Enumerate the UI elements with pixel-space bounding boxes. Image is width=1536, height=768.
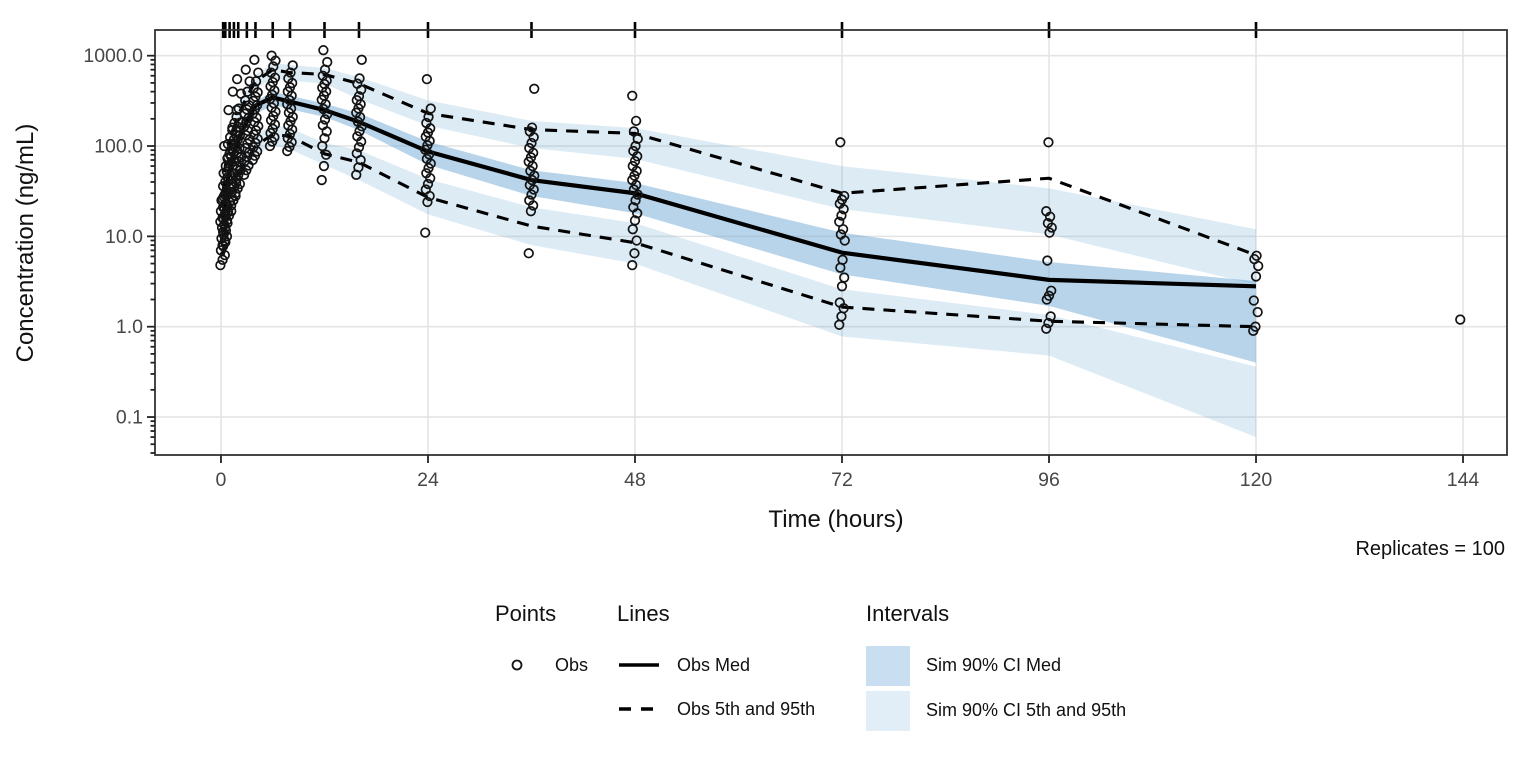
legend-item-obs-med: Obs Med [617,643,815,687]
legend-item-obs: Obs [495,643,588,687]
svg-text:48: 48 [624,469,646,491]
legend-points-title: Points [495,601,557,626]
legend-sim-5-95-label: Sim 90% CI 5th and 95th [926,700,1127,720]
legend-item-sim-5-95: Sim 90% CI 5th and 95th [866,688,1126,733]
svg-text:10.0: 10.0 [105,226,143,248]
svg-text:1000.0: 1000.0 [83,45,143,67]
legend-intervals-group: Intervals Sim 90% CI Med Sim 90% CI 5th … [866,600,1126,733]
legend-obs-5-95-label: Obs 5th and 95th [677,698,816,719]
legend-points-group: Points Obs [495,600,588,687]
svg-text:1.0: 1.0 [116,316,143,338]
legend-obs-label: Obs [555,654,589,675]
svg-text:72: 72 [831,469,853,491]
solid-line-icon [617,655,661,675]
sim-ci-5-95-swatch [866,690,910,731]
svg-text:0.1: 0.1 [116,407,143,429]
vpc-plot-canvas: 0 24 48 72 96 120 144 1000.0 100.0 10.0 1.0 0.1 [83,22,1508,491]
y-axis-title: Concentration (ng/mL) [12,123,39,363]
dashed-line-icon [617,699,661,719]
x-axis-title: Time (hours) [768,506,904,533]
svg-text:24: 24 [417,469,439,491]
legend-intervals-title: Intervals [866,601,950,626]
legend-sim-med-label: Sim 90% CI Med [926,655,1062,675]
svg-text:120: 120 [1240,469,1273,491]
svg-text:144: 144 [1447,469,1480,491]
legend-obs-med-label: Obs Med [677,654,751,675]
replicates-caption: Replicates = 100 [1355,538,1505,560]
sim-ci-med-swatch [866,645,910,686]
legend-lines-title: Lines [617,601,670,626]
legend-item-obs-5-95: Obs 5th and 95th [617,687,815,731]
obs-point-icon [495,655,539,675]
legend-lines-group: Lines Obs Med Obs 5th and 95th [617,600,815,731]
legend-item-sim-med: Sim 90% CI Med [866,643,1126,688]
svg-text:96: 96 [1038,469,1060,491]
svg-text:0: 0 [216,469,227,491]
svg-text:100.0: 100.0 [94,136,143,158]
